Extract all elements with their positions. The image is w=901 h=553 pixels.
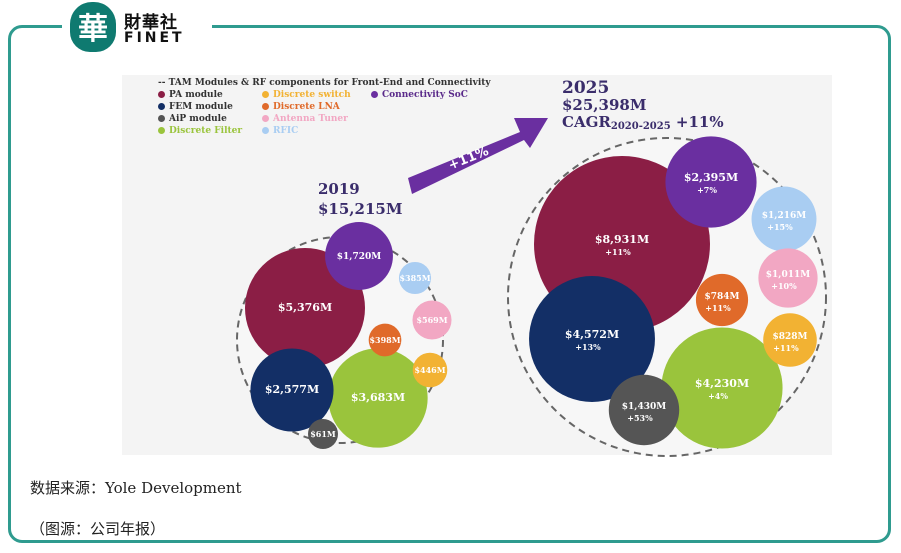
bubble-growth-2025-fem-module: +13%	[575, 342, 601, 352]
bubble-label-2025-connectivity-soc: $2,395M	[684, 171, 738, 184]
bubble-label-2019-discrete-switch: $446M	[414, 365, 445, 375]
bubble-growth-2025-discrete-switch: +11%	[773, 343, 799, 353]
legend-item-pa-module: PA module	[158, 90, 223, 100]
bubble-label-2025-aip-module: $1,430M	[622, 402, 666, 412]
svg-text:華: 華	[78, 12, 108, 47]
legend-label: RFIC	[273, 126, 299, 136]
legend-item-fem-module: FEM module	[158, 102, 233, 112]
year-2025-label: 2025	[562, 78, 610, 98]
bubble-2019-aip-module	[308, 419, 338, 449]
legend-swatch	[262, 91, 269, 98]
legend-label: Discrete switch	[273, 90, 351, 100]
legend-label: Discrete Filter	[169, 126, 243, 136]
legend-item-rfic: RFIC	[262, 126, 298, 136]
bubble-label-2025-antenna-tuner: $1,011M	[766, 270, 810, 280]
bubble-growth-2025-discrete-filter: +4%	[708, 391, 728, 401]
legend-swatch	[262, 103, 269, 110]
bubble-2025-connectivity-soc	[665, 136, 757, 228]
bubble-label-2019-antenna-tuner: $569M	[416, 315, 447, 325]
bubble-2019-connectivity-soc	[325, 222, 393, 290]
bubble-label-2019-discrete-filter: $3,683M	[351, 391, 405, 404]
legend-swatch	[158, 103, 165, 110]
bubble-2019-antenna-tuner	[412, 300, 452, 340]
cagr-label: CAGR2020-2025 +11%	[562, 113, 724, 132]
cagr-value: +11%	[675, 113, 724, 131]
legend-swatch	[371, 91, 378, 98]
bubble-label-2025-discrete-filter: $4,230M	[695, 377, 749, 390]
logo-seal-icon: 華	[70, 2, 116, 52]
total-2019-label: $15,215M	[318, 200, 403, 218]
logo-english: FINET	[124, 30, 185, 46]
bubble-2019-rfic	[398, 261, 432, 295]
legend-swatch	[262, 115, 269, 122]
bubble-2019-discrete-filter	[328, 348, 428, 448]
legend-item-aip-module: AiP module	[158, 114, 227, 124]
bubble-label-2025-discrete-lna: $784M	[704, 292, 739, 302]
growth-arrow-label: +11%	[446, 144, 491, 174]
legend-swatch	[158, 91, 165, 98]
image-caption: （图源：公司年报）	[30, 520, 166, 538]
bubble-growth-2025-pa-module: +11%	[605, 247, 631, 257]
legend-swatch	[262, 127, 269, 134]
legend-label: FEM module	[169, 102, 233, 112]
cagr-text: CAGR	[562, 113, 611, 131]
bubble-growth-2025-antenna-tuner: +10%	[771, 281, 797, 291]
bubble-label-2019-pa-module: $5,376M	[278, 301, 332, 314]
bubble-2025-antenna-tuner	[758, 248, 818, 308]
legend-item-discrete-switch: Discrete switch	[262, 90, 351, 100]
bubble-2025-aip-module	[608, 374, 680, 446]
legend-title: -- TAM Modules & RF components for Front…	[158, 78, 491, 88]
finet-logo: 華 財華社 FINET	[62, 0, 212, 54]
bubble-label-2019-connectivity-soc: $1,720M	[337, 252, 381, 262]
legend-label: Discrete LNA	[273, 102, 340, 112]
legend-swatch	[158, 127, 165, 134]
bubble-2025-discrete-filter	[661, 327, 783, 449]
bubble-label-2025-rfic: $1,216M	[762, 211, 806, 221]
bubble-2019-discrete-lna	[368, 323, 402, 357]
growth-arrow-shape	[408, 118, 548, 194]
bubble-2025-fem-module	[529, 276, 655, 402]
legend-swatch	[158, 115, 165, 122]
bubble-2025-discrete-lna	[695, 273, 749, 327]
bubble-label-2025-pa-module: $8,931M	[595, 233, 649, 246]
content-frame	[8, 25, 891, 543]
bubble-label-2019-discrete-lna: $398M	[369, 335, 400, 345]
legend-label: Connectivity SoC	[382, 90, 468, 100]
bubble-2025-discrete-switch	[763, 313, 817, 367]
legend-label: Antenna Tuner	[273, 114, 348, 124]
legend-item-discrete-lna: Discrete LNA	[262, 102, 340, 112]
cagr-period: 2020-2025	[610, 121, 671, 132]
legend-item-discrete-filter: Discrete Filter	[158, 126, 242, 136]
bubble-2019-discrete-switch	[412, 352, 448, 388]
legend-label: PA module	[169, 90, 223, 100]
bubble-label-2019-aip-module: $61M	[310, 429, 336, 439]
legend-item-connectivity-soc: Connectivity SoC	[371, 90, 468, 100]
bubble-label-2025-discrete-switch: $828M	[772, 332, 807, 342]
source-note: 数据来源：Yole Development	[30, 479, 242, 497]
bubble-2019-fem-module	[250, 348, 334, 432]
bubble-label-2019-fem-module: $2,577M	[265, 383, 319, 396]
bubble-growth-2025-aip-module: +53%	[627, 413, 653, 423]
bubble-label-2019-rfic: $385M	[399, 273, 430, 283]
year-2019-label: 2019	[318, 180, 360, 198]
bubble-2025-rfic	[751, 186, 817, 252]
bubble-growth-2025-rfic: +15%	[767, 222, 793, 232]
bubble-label-2025-fem-module: $4,572M	[565, 328, 619, 341]
bubble-growth-2025-discrete-lna: +11%	[705, 303, 731, 313]
legend-label: AiP module	[169, 114, 227, 124]
total-2025-label: $25,398M	[562, 96, 647, 114]
legend-item-antenna-tuner: Antenna Tuner	[262, 114, 348, 124]
bubble-growth-2025-connectivity-soc: +7%	[697, 185, 717, 195]
logo-chinese: 財華社	[124, 13, 178, 33]
